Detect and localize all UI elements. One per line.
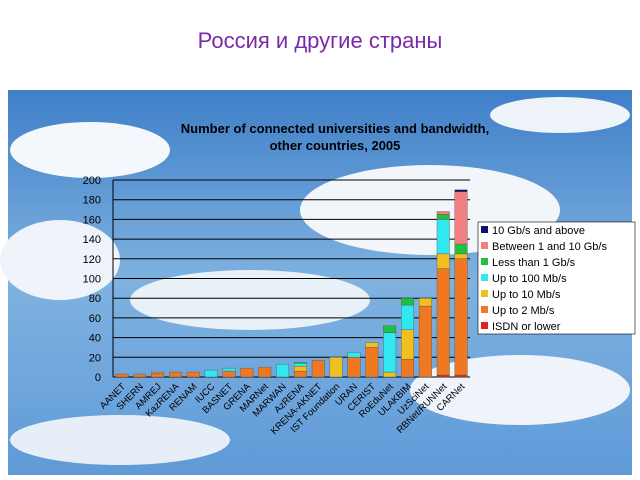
bar-segment: [204, 369, 218, 378]
legend-label: Up to 100 Mb/s: [492, 273, 567, 285]
bar-segment: [418, 305, 432, 378]
y-tick-label: 100: [83, 274, 101, 286]
bar-segment: [454, 243, 468, 255]
bar-segment: [454, 189, 468, 193]
bar-segment: [347, 357, 361, 378]
bar-segment: [401, 304, 414, 330]
bar-segment: [454, 374, 468, 378]
chart: Number of connected universities and ban…: [83, 121, 636, 437]
bar-segment: [151, 371, 165, 374]
y-tick-label: 120: [83, 254, 101, 266]
legend-label: Less than 1 Gb/s: [492, 257, 576, 269]
bar-segment: [436, 214, 450, 220]
legend-swatch: [481, 290, 488, 297]
bar-segment: [258, 366, 272, 378]
bar-segment: [365, 347, 379, 378]
bar-segment: [454, 191, 468, 245]
bar-segment: [365, 342, 379, 348]
legend-swatch: [481, 258, 488, 265]
legend-swatch: [481, 274, 488, 281]
bar-segment: [133, 373, 147, 378]
bar-segment: [347, 352, 361, 358]
y-tick-label: 140: [83, 234, 101, 246]
bar-segment: [186, 371, 200, 378]
legend-label: Between 1 and 10 Gb/s: [492, 241, 607, 253]
bar-segment: [222, 367, 236, 372]
y-tick-label: 80: [89, 293, 101, 305]
bar-segment: [329, 357, 343, 378]
bar-segment: [240, 367, 254, 378]
bar-segment: [436, 211, 450, 215]
chart-title: Number of connected universities and ban…: [181, 121, 489, 153]
legend-label: 10 Gb/s and above: [492, 225, 585, 237]
legend-swatch: [481, 242, 488, 249]
slide-heading: Россия и другие страны: [198, 28, 443, 53]
bar-segment: [293, 362, 307, 364]
y-tick-label: 20: [89, 352, 101, 364]
legend-swatch: [481, 322, 488, 329]
bar-segment: [401, 298, 414, 306]
bar-segment: [454, 258, 468, 376]
bar-segment: [436, 219, 450, 255]
bar-segment: [454, 253, 468, 260]
legend-label: Up to 10 Mb/s: [492, 289, 561, 301]
bar-segment: [276, 363, 290, 378]
bar-segment: [401, 329, 414, 360]
y-tick-label: 200: [83, 175, 101, 187]
y-tick-label: 180: [83, 195, 101, 207]
y-tick-label: 40: [89, 333, 101, 345]
bar-segment: [383, 371, 397, 378]
bar-segment: [436, 253, 450, 269]
bar-segment: [418, 298, 432, 307]
bar-segment: [401, 359, 414, 378]
legend-label: ISDN or lower: [492, 321, 561, 333]
legend-swatch: [481, 306, 488, 313]
bar-segment: [383, 332, 397, 373]
bar-segment: [222, 370, 236, 378]
bar-segment: [293, 363, 307, 367]
bar-segment: [151, 372, 165, 378]
y-tick-label: 0: [95, 372, 101, 384]
y-tick-label: 60: [89, 313, 101, 325]
bar-segment: [115, 373, 129, 378]
bar-segment: [436, 268, 450, 376]
bar-segment: [311, 360, 325, 378]
legend-label: Up to 2 Mb/s: [492, 305, 555, 317]
bar-segment: [293, 370, 307, 378]
bar-segment: [436, 374, 450, 378]
legend-box: [477, 221, 636, 335]
y-tick-label: 160: [83, 214, 101, 226]
bar-segment: [169, 371, 182, 378]
bar-segment: [293, 365, 307, 372]
legend-swatch: [481, 226, 488, 233]
bar-segment: [383, 325, 397, 333]
